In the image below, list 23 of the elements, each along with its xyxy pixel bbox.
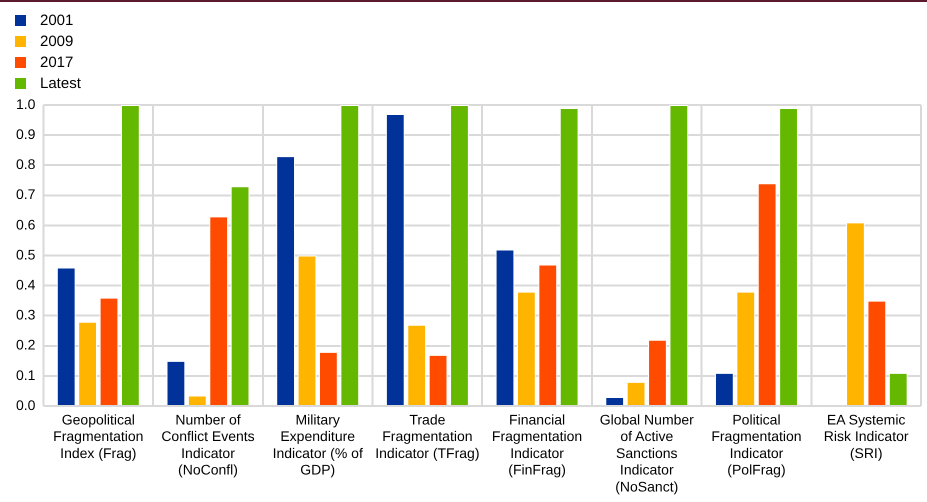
y-tick-label: 1.0 <box>16 96 36 112</box>
y-tick-label: 0.4 <box>16 276 36 292</box>
x-tick-label: Political Fragmentation Indicator (PolFrag) <box>711 411 802 478</box>
x-tick-label: Global Number of Active Sanctions Indicator (NoSanct) <box>600 411 694 494</box>
x-tick-label: Trade Fragmentation Indicator (TFrag) <box>375 411 480 461</box>
y-tick-label: 0.3 <box>16 306 36 323</box>
legend-label: Latest <box>40 75 81 92</box>
y-tick-label: 0.1 <box>16 366 36 383</box>
x-tick-label: Military Expenditure Indicator (% of GDP) <box>272 411 363 478</box>
legend-label: 2009 <box>40 33 74 50</box>
x-tick-label: Number of Conflict Events Indicator (NoConfl) <box>161 411 255 478</box>
y-tick-label: 0.9 <box>16 126 36 142</box>
legend-label: 2017 <box>40 54 74 71</box>
x-tick-label: EA Systemic Risk Indicator (SRI) <box>824 411 909 461</box>
y-tick-label: 0.0 <box>16 396 36 413</box>
y-tick-label: 0.7 <box>16 186 36 202</box>
legend-label: 2001 <box>40 12 74 29</box>
x-tick-label: Financial Fragmentation Indicator (FinFrag) <box>492 411 582 478</box>
y-tick-label: 0.6 <box>16 216 36 232</box>
y-tick-label: 0.5 <box>16 246 36 262</box>
y-tick-label: 0.8 <box>16 156 36 172</box>
x-tick-label: Geopolitical Fragmentation Index (Frag) <box>53 411 144 461</box>
y-tick-label: 0.2 <box>16 336 36 353</box>
